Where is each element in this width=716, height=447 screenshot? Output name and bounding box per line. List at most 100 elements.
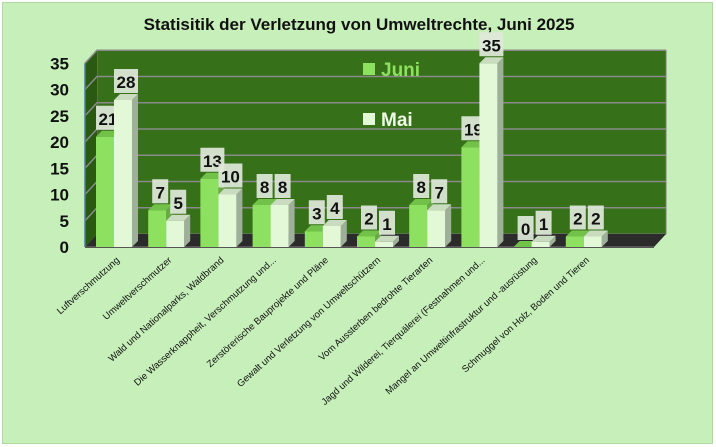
bar-face (148, 210, 167, 247)
bar-top (114, 94, 138, 100)
bar-side (497, 57, 504, 247)
bar-face (461, 147, 480, 247)
bar-side (549, 235, 556, 247)
data-label-bg (326, 195, 343, 219)
data-label: 5 (173, 194, 182, 213)
data-label-bg (218, 163, 243, 188)
data-label: 7 (434, 183, 443, 202)
bar-top (166, 214, 191, 221)
data-label-bg (479, 32, 504, 57)
bar-top (357, 230, 381, 237)
y-tick-label: 25 (50, 107, 69, 126)
data-label-bg (274, 174, 291, 198)
data-label: 19 (464, 120, 483, 139)
data-label: 28 (117, 73, 136, 92)
bar-face (479, 63, 498, 247)
legend-label-mai: Mai (381, 110, 413, 131)
bar-mai (166, 214, 191, 247)
bar-side (288, 199, 295, 247)
data-label-bg (256, 174, 273, 198)
y-tick-label: 10 (50, 186, 69, 205)
y-tick-label: 5 (60, 212, 69, 231)
bar-face (409, 205, 428, 247)
bar-face (304, 231, 323, 247)
data-label: 4 (330, 199, 340, 218)
y-tick-label: 0 (60, 238, 69, 257)
bar-face (200, 178, 219, 247)
data-label: 1 (539, 215, 548, 234)
gridline (84, 49, 666, 64)
bar-top (583, 230, 608, 237)
data-label: 21 (99, 110, 118, 129)
data-label-bg (431, 179, 448, 204)
bar-mai (583, 230, 608, 247)
data-label-bg (587, 205, 604, 230)
gridline (84, 75, 666, 91)
bar-top (375, 235, 399, 242)
bar-face (565, 236, 584, 247)
bar-face (531, 241, 550, 247)
bar-top (479, 57, 504, 64)
bar-face (96, 136, 114, 247)
gridline (84, 102, 666, 117)
bar-top (409, 199, 434, 205)
bar-mai (218, 188, 243, 247)
bar-face (270, 205, 289, 247)
y-tick-label: 30 (50, 81, 69, 100)
legend-swatch-mai (363, 113, 375, 125)
data-label-bg (413, 174, 430, 198)
bar-face (322, 226, 341, 247)
data-label: 8 (278, 178, 287, 197)
data-label-bg (517, 216, 534, 240)
bar-face (427, 210, 446, 247)
bar-face (166, 220, 185, 247)
bar-mai (322, 220, 347, 247)
bar-chart-3d: Statisitik der Verletzung von Umweltrech… (50, 15, 667, 408)
data-label: 8 (260, 178, 269, 197)
data-label: 35 (482, 36, 501, 55)
bar-mai (270, 199, 295, 247)
data-label-bg (152, 179, 169, 204)
data-label-bg (379, 210, 395, 235)
data-label: 7 (155, 183, 164, 202)
bar-side (184, 214, 191, 247)
bar-face (583, 236, 602, 247)
bar-face (252, 205, 271, 247)
side-wall (85, 50, 97, 247)
bar-top (565, 230, 590, 237)
bar-side (601, 230, 608, 247)
bar-mai (479, 57, 504, 247)
data-label: 3 (312, 204, 321, 223)
bar-top (270, 199, 295, 205)
bar-top (218, 188, 243, 195)
bar-side (236, 188, 243, 247)
bar-mai (427, 204, 452, 247)
bar-side (393, 235, 399, 247)
data-label: 2 (591, 210, 600, 229)
bar-top (148, 204, 173, 211)
legend-swatch-juni (363, 63, 375, 75)
bar-top (531, 235, 556, 242)
bar-mai (531, 235, 556, 247)
data-label: 0 (521, 220, 530, 239)
data-label: 13 (203, 152, 222, 171)
data-label-bg (535, 210, 552, 235)
y-tick-label: 35 (50, 54, 69, 73)
data-label-bg (114, 69, 138, 93)
data-label-bg (170, 189, 187, 214)
x-category-label: Vom Aussterben bedrohte Tierarten (317, 255, 435, 363)
data-label-bg (569, 205, 586, 230)
data-label: 2 (364, 210, 373, 229)
data-label-bg (361, 205, 377, 230)
bar-top (252, 199, 277, 205)
y-tick-label: 20 (50, 133, 69, 152)
data-label: 1 (382, 215, 391, 234)
y-tick-label: 15 (50, 159, 69, 178)
chart-title: Statisitik der Verletzung von Umweltrech… (144, 15, 575, 34)
bar-face (375, 241, 393, 247)
bar-side (445, 204, 452, 247)
bar-top (322, 220, 347, 226)
bar-side (132, 94, 138, 247)
